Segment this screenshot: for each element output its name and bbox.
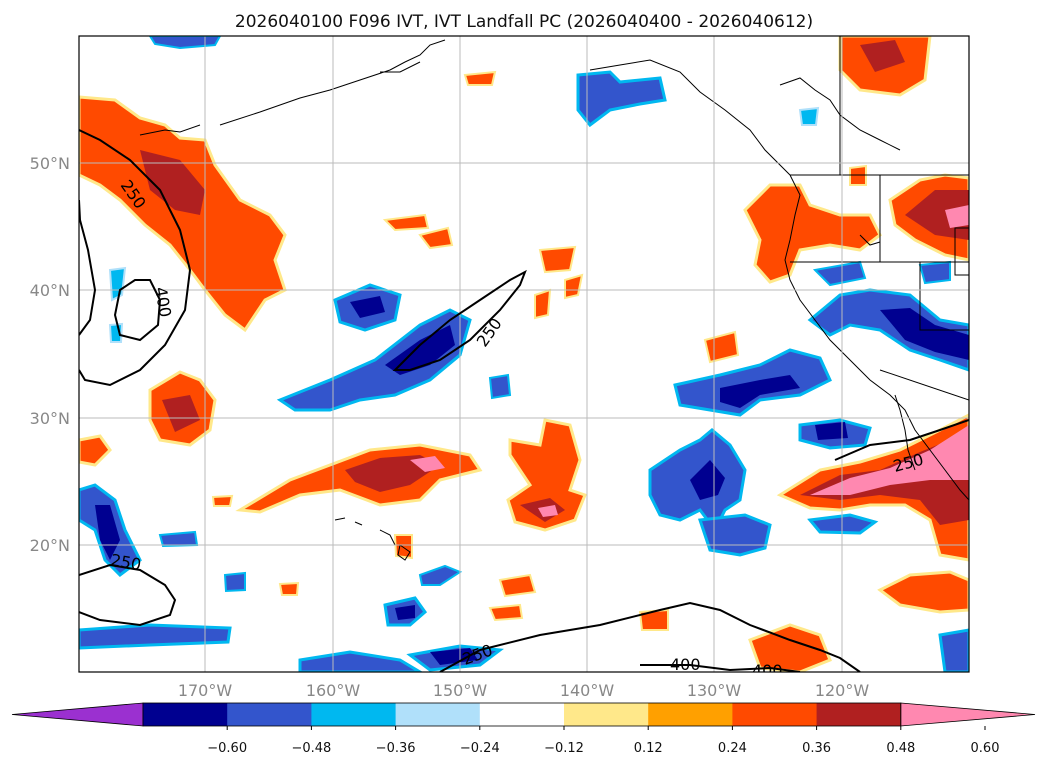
longitude-labels: 170°W 160°W 150°W 140°W 130°W 120°W bbox=[178, 681, 870, 700]
lon-label-170w: 170°W bbox=[178, 681, 233, 700]
lon-label-140w: 140°W bbox=[560, 681, 615, 700]
positive-anomaly-regions bbox=[79, 36, 969, 672]
map-frame bbox=[78, 35, 970, 673]
colorbar-tick-label: −0.60 bbox=[207, 741, 247, 756]
colorbar-tick-label: 0.60 bbox=[971, 741, 1000, 756]
colorbar-segment bbox=[816, 703, 902, 726]
colorbar-tick-label: 0.12 bbox=[634, 741, 663, 756]
ivt-contours bbox=[79, 129, 969, 672]
colorbar-tick-label: −0.36 bbox=[376, 741, 416, 756]
colorbar-extend-low bbox=[11, 702, 144, 727]
lon-label-130w: 130°W bbox=[687, 681, 742, 700]
coastlines bbox=[139, 36, 969, 561]
colorbar-segment bbox=[227, 703, 312, 726]
lon-label-150w: 150°W bbox=[433, 681, 488, 700]
colorbar-extend-high bbox=[900, 702, 1036, 727]
colorbar-segment bbox=[143, 703, 228, 726]
lat-label-20n: 20°N bbox=[30, 536, 70, 555]
colorbar-tick-label: 0.24 bbox=[718, 741, 747, 756]
graticule bbox=[79, 36, 969, 672]
lat-label-30n: 30°N bbox=[30, 409, 70, 428]
colorbar-segment bbox=[311, 703, 397, 726]
latitude-labels: 50°N 40°N 30°N 20°N bbox=[30, 154, 70, 555]
colorbar-segment bbox=[648, 703, 733, 726]
colorbar-tick-label: −0.24 bbox=[460, 741, 500, 756]
map-title: 2026040100 F096 IVT, IVT Landfall PC (20… bbox=[235, 12, 813, 32]
negative-anomaly-regions bbox=[79, 36, 969, 672]
colorbar-tick-label: 0.48 bbox=[886, 741, 915, 756]
colorbar-segment bbox=[395, 703, 481, 726]
colorbar-tick-label: −0.12 bbox=[544, 741, 584, 756]
colorbar-segment bbox=[732, 703, 818, 726]
lat-label-50n: 50°N bbox=[30, 154, 70, 173]
colorbar: −0.60 −0.48 −0.36 −0.24 −0.12 0.12 0.24 0.36 0.4… bbox=[11, 702, 1036, 756]
lon-label-120w: 120°W bbox=[815, 681, 870, 700]
map-area: 250 400 250 250 250 250 400 400 bbox=[79, 36, 969, 680]
colorbar-segment bbox=[479, 703, 565, 726]
contour-label: 400 bbox=[752, 661, 783, 680]
colorbar-segment bbox=[564, 703, 649, 726]
colorbar-outline bbox=[142, 702, 902, 727]
contour-label: 400 bbox=[670, 655, 701, 674]
lat-label-40n: 40°N bbox=[30, 281, 70, 300]
colorbar-tick-label: −0.48 bbox=[291, 741, 331, 756]
lon-label-160w: 160°W bbox=[306, 681, 361, 700]
colorbar-tick-label: 0.36 bbox=[802, 741, 831, 756]
